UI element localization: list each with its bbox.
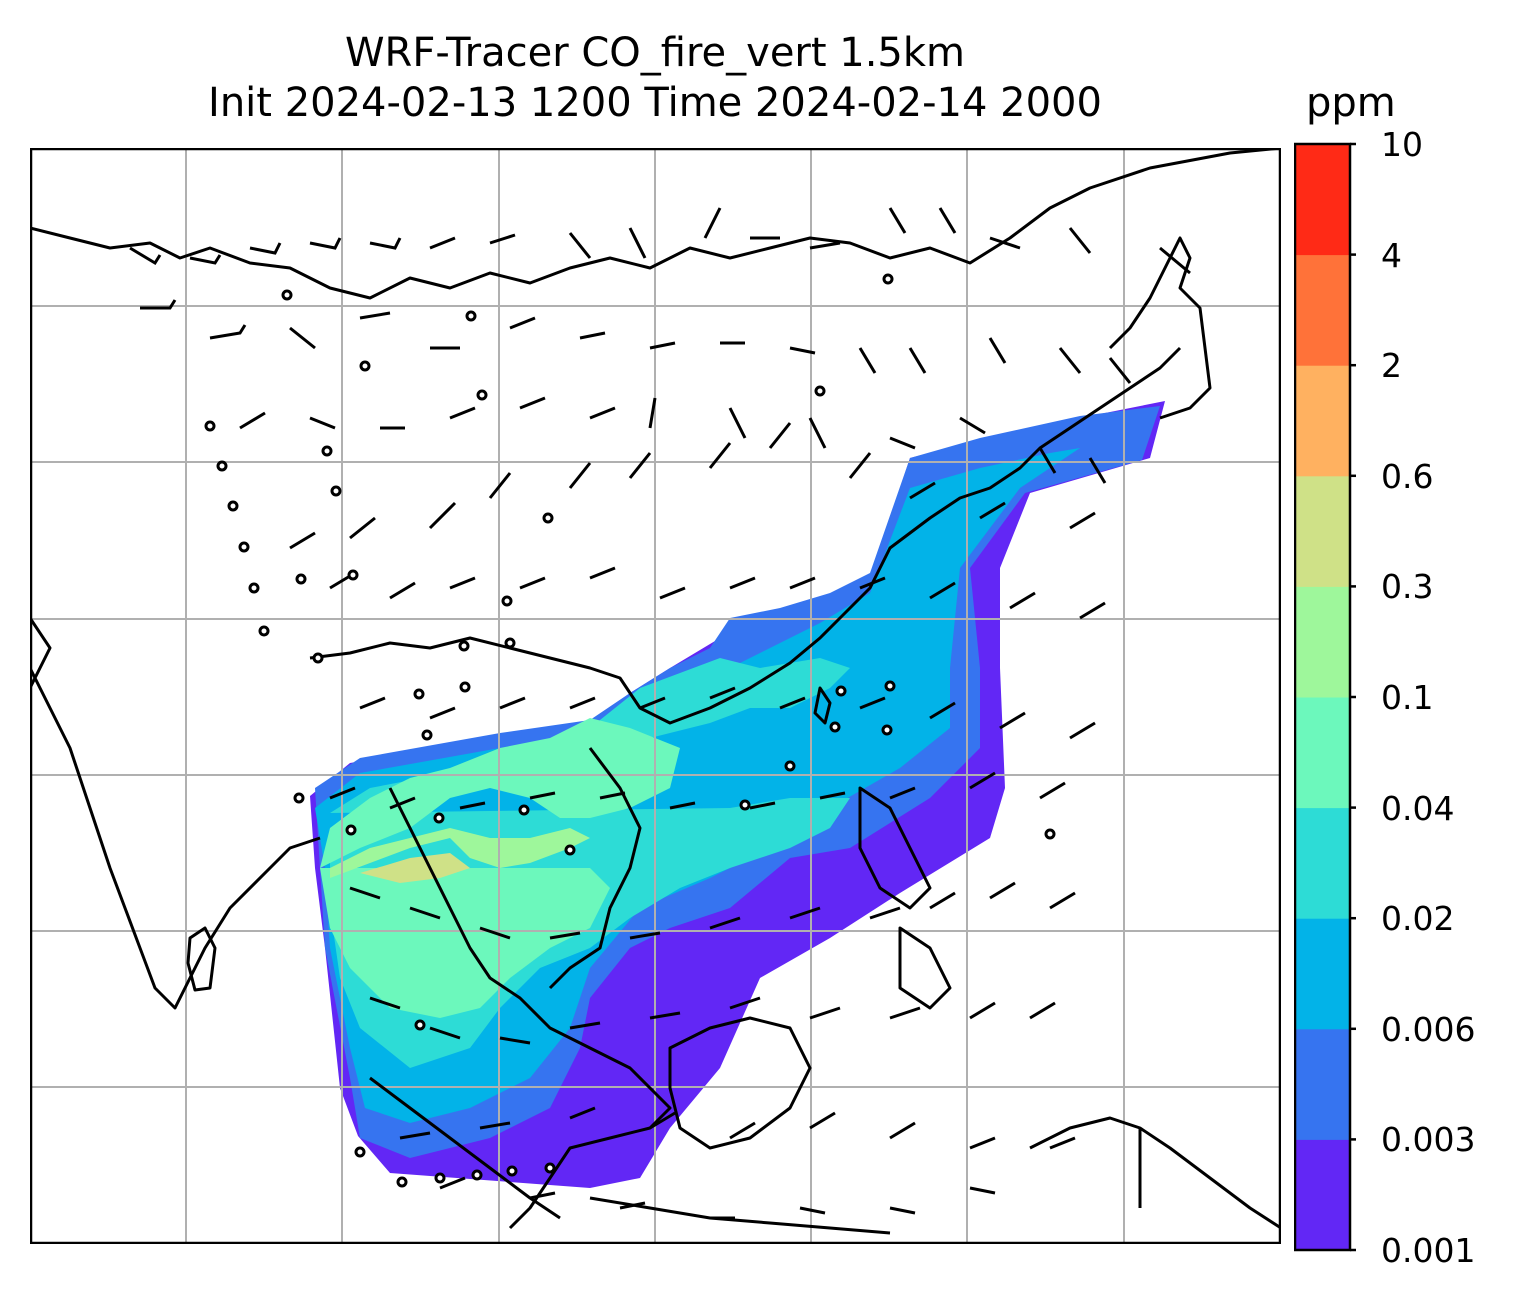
map-title-line1: WRF-Tracer CO_fire_vert 1.5km <box>344 30 966 76</box>
field-level-5 <box>330 828 590 878</box>
co-tracer-field <box>310 401 1165 1188</box>
colorbar-band <box>1295 697 1350 809</box>
calm-wind-markers <box>204 273 1056 1188</box>
colorbar-tick-label: 0.006 <box>1381 1009 1476 1049</box>
colorbar-band <box>1295 1139 1350 1251</box>
colorbar-tick-label: 10 <box>1381 125 1423 164</box>
sumatra-coastline <box>369 1076 561 1220</box>
colorbar-ticks <box>1350 142 1356 1252</box>
colorbar-band <box>1295 807 1350 919</box>
colorbar-tick-label: 0.1 <box>1381 678 1434 717</box>
colorbar-unit-label: ppm <box>1306 80 1396 126</box>
colorbar-band <box>1295 144 1350 256</box>
indochina-coastline <box>388 787 672 1230</box>
map-title-line2: Init 2024-02-13 1200 Time 2024-02-14 200… <box>208 80 1102 126</box>
india-coastline <box>30 617 321 1010</box>
colorbar-tick-label: 4 <box>1381 235 1402 275</box>
colorbar-band <box>1295 918 1350 1030</box>
colorbar-band <box>1295 254 1350 366</box>
colorbar-tick-label: 0.6 <box>1381 456 1434 496</box>
colorbar-tick-label: 0.001 <box>1381 1231 1476 1270</box>
himalaya-border <box>30 148 1281 300</box>
colorbar <box>1294 142 1356 1252</box>
wind-barbs <box>129 207 1191 1220</box>
gridlines <box>30 148 1281 1244</box>
field-level-6 <box>360 853 470 883</box>
new-guinea-coastline <box>1029 1116 1281 1230</box>
colorbar-tick-label: 2 <box>1381 346 1402 386</box>
java-coastline <box>589 1196 891 1235</box>
colorbar-tick-label: 0.003 <box>1381 1120 1476 1160</box>
borneo-coastline <box>668 1016 812 1150</box>
philippines-coastline <box>858 786 952 1010</box>
colorbar-tick-label: 0.02 <box>1381 899 1455 939</box>
map-frame <box>30 148 1281 1244</box>
colorbar-band <box>1295 1028 1350 1140</box>
colorbar-tick-label: 0.04 <box>1381 788 1455 828</box>
colorbar-bands <box>1295 144 1350 1251</box>
china-coastline <box>309 346 1182 725</box>
colorbar-tick-label: 0.3 <box>1381 567 1434 607</box>
korea-japan-coastline <box>1108 236 1212 420</box>
sri-lanka-coastline <box>186 926 217 992</box>
colorbar-band <box>1295 365 1350 477</box>
colorbar-band <box>1295 475 1350 587</box>
map-panel <box>30 148 1281 1244</box>
taiwan-coastline <box>813 686 832 725</box>
colorbar-band <box>1295 586 1350 698</box>
